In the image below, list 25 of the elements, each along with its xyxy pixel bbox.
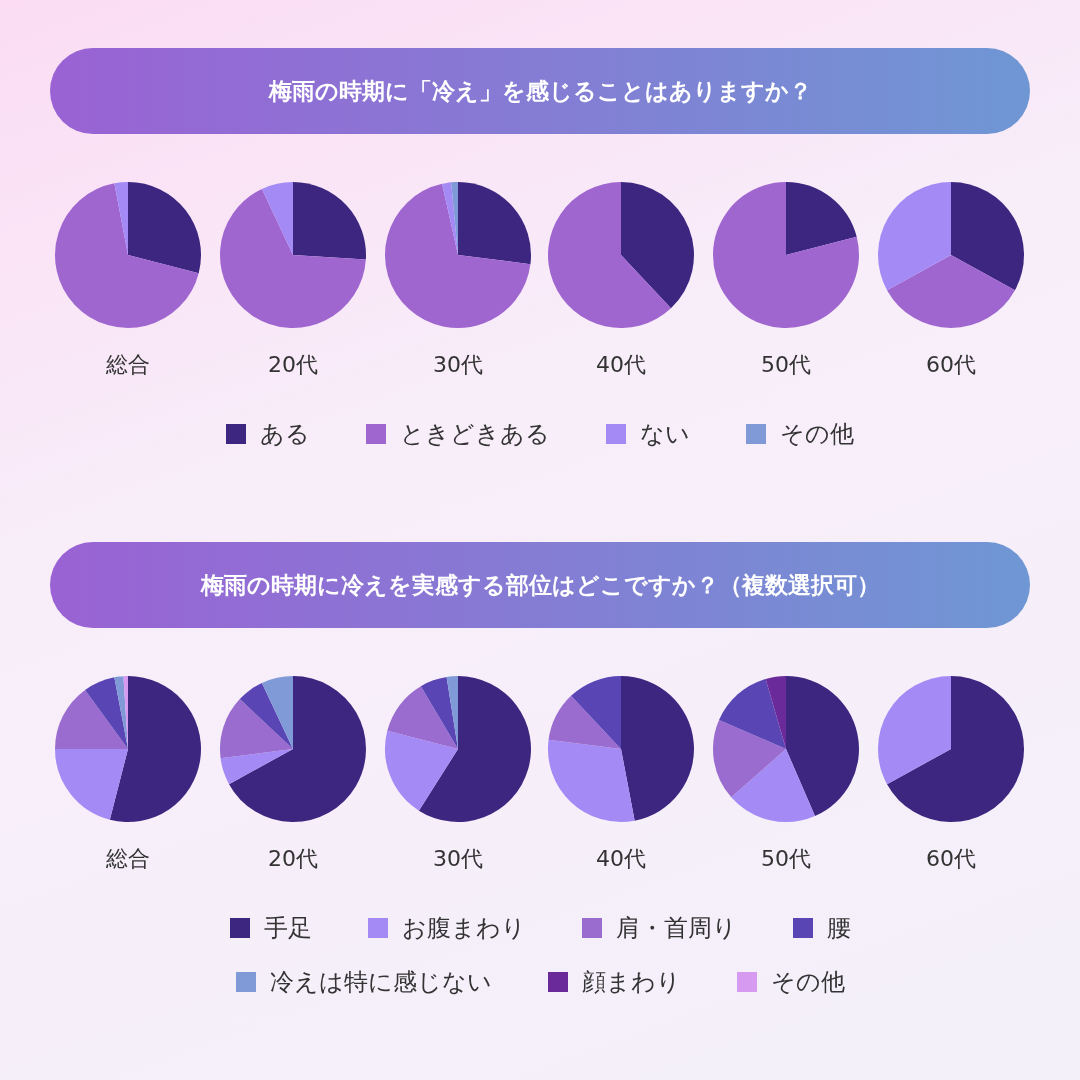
text: 50代 bbox=[760, 351, 812, 379]
text: 40代 bbox=[595, 845, 647, 873]
text: 20代 bbox=[267, 845, 319, 873]
legend-label: ない bbox=[640, 419, 690, 450]
chart-title: 梅雨の時期に冷えを実感する部位はどこですか？（複数選択可） bbox=[50, 542, 1030, 628]
legend-label: ときどきある bbox=[400, 419, 550, 450]
legend-label: その他 bbox=[770, 967, 845, 998]
text: 30代 bbox=[432, 845, 484, 873]
text: 30代 bbox=[432, 351, 484, 379]
text: 20代 bbox=[267, 351, 319, 379]
legend-label: 肩・首周り bbox=[615, 913, 737, 944]
text: 60代 bbox=[925, 351, 977, 379]
text: 50代 bbox=[760, 845, 812, 873]
legend-label: ある bbox=[260, 419, 310, 450]
text: 総合 bbox=[105, 845, 151, 873]
text: 総合 bbox=[105, 351, 151, 379]
chart-title: 梅雨の時期に「冷え」を感じることはありますか？ bbox=[50, 48, 1030, 134]
text: 60代 bbox=[925, 845, 977, 873]
legend-label: 腰 bbox=[826, 913, 851, 944]
legend-label: 手足 bbox=[263, 913, 312, 944]
legend-label: お腹まわり bbox=[401, 913, 526, 944]
legend-label: 冷えは特に感じない bbox=[269, 967, 492, 998]
legend-label: 顔まわり bbox=[581, 967, 681, 998]
text: 40代 bbox=[595, 351, 647, 379]
legend-label: その他 bbox=[780, 419, 854, 450]
